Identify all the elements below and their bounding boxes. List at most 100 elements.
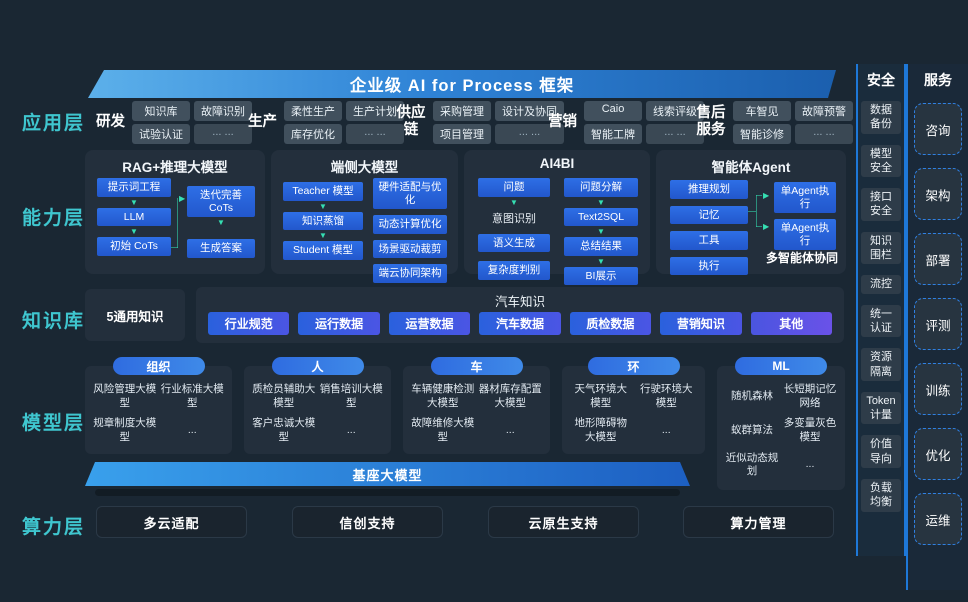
- foundation-banner-shadow: [95, 489, 680, 496]
- app-group-supply-chain: 供应链 采购管理 设计及协同 项目管理 ... ...: [396, 100, 564, 144]
- panel-title: 端侧大模型: [330, 160, 399, 175]
- app-chip-more: ... ...: [346, 123, 404, 144]
- security-item: 负载均衡: [861, 479, 901, 512]
- flow-button: 总结结果: [564, 237, 638, 256]
- edge-left-flow: Teacher 模型 ▼ 知识蒸馏 ▼ Student 模型: [283, 182, 363, 260]
- flow-button: Text2SQL: [564, 207, 638, 227]
- knowledge-general-box: 5通用知识: [85, 289, 185, 341]
- model-item: 规章制度大模型: [93, 417, 157, 443]
- connector-line: [756, 195, 757, 227]
- model-item: 长短期记忆网络: [783, 383, 837, 409]
- security-item: 统一认证: [861, 304, 901, 338]
- connector-line: [748, 211, 756, 212]
- compute-box-cloudnative: 云原生支持: [488, 506, 639, 538]
- component-button: 执行: [670, 256, 748, 276]
- app-chip: 线索评级: [646, 100, 704, 121]
- spacer: [187, 228, 255, 238]
- title-banner: 企业级 AI for Process 框架: [88, 70, 836, 98]
- app-chip: 设计及协同: [495, 100, 564, 121]
- model-pill-header: 环: [587, 357, 680, 375]
- arrow-right-icon: ▶: [763, 191, 770, 200]
- model-item-more: ...: [805, 458, 815, 471]
- arrow-right-icon: ▶: [763, 222, 770, 231]
- model-item-more: ...: [661, 424, 671, 437]
- knowledge-pill-row: 行业规范 运行数据 运营数据 汽车数据 质检数据 营销知识 其他: [208, 312, 832, 335]
- flow-button: 复杂度判别: [478, 261, 550, 280]
- security-column-label: 安全: [867, 72, 895, 88]
- model-panel-environment: 环 天气环境大模型 行驶环境大模型 地形障碍物大模型 ...: [562, 357, 705, 454]
- panel-title: RAG+推理大模型: [122, 160, 228, 175]
- flow-button: Teacher 模型: [283, 182, 363, 201]
- service-column: 服务 咨询 架构 部署 评测 训练 优化 运维: [906, 64, 968, 590]
- app-chip-grid: 车智见 故障预警 智能诊修 ... ...: [733, 100, 853, 144]
- model-grid: 随机森林 长短期记忆网络 蚁群算法 多变量灰色模型 近似动态规划 ...: [725, 383, 837, 479]
- model-panel-people: 人 质检员辅助大模型 销售培训大模型 客户忠诚大模型 ...: [244, 357, 391, 454]
- app-group-production: 生产 柔性生产 生产计划 库存优化 ... ...: [248, 100, 404, 144]
- app-chip-grid: Caio 线索评级 智能工牌 ... ...: [584, 100, 704, 144]
- security-item: Token计量: [861, 391, 901, 425]
- model-item: 故障维修大模型: [411, 417, 475, 443]
- feature-button: 端云协同架构: [373, 264, 447, 283]
- app-chip-more: ... ...: [646, 123, 704, 144]
- knowledge-pill: 营销知识: [660, 312, 742, 335]
- app-chip: 智能诊修: [733, 123, 791, 144]
- arrow-down-icon: ▼: [319, 231, 327, 241]
- component-button: 记忆: [670, 205, 748, 225]
- compute-box-management: 算力管理: [683, 506, 834, 538]
- service-item: 部署: [914, 233, 962, 285]
- capability-panel-ai4bi: AI4BI 问题 ▼ 意图识别 语义生成 复杂度判别 问题分解 ▼ Text2S…: [464, 150, 650, 286]
- flow-button: Student 模型: [283, 241, 363, 260]
- spacer: [478, 253, 550, 260]
- app-chip: Caio: [584, 100, 642, 121]
- component-button: 推理规划: [670, 180, 748, 199]
- security-item: 模型安全: [861, 144, 901, 178]
- app-group-label: 售后服务: [696, 105, 726, 138]
- model-item: 行驶环境大模型: [640, 383, 693, 409]
- rag-right-flow: 迭代完善CoTs ▼ 生成答案: [187, 186, 255, 258]
- model-item: 销售培训大模型: [319, 383, 383, 409]
- flow-button: 生成答案: [187, 239, 255, 258]
- arrow-down-icon: ▼: [597, 197, 605, 207]
- model-item-more: ...: [505, 424, 515, 437]
- flow-text: 意图识别: [492, 212, 536, 225]
- connector-line: [177, 198, 178, 248]
- knowledge-pill: 质检数据: [569, 312, 652, 335]
- security-item: 价值导向: [861, 435, 901, 469]
- knowledge-pill: 汽车数据: [479, 312, 561, 335]
- app-chip: 故障识别: [194, 100, 252, 121]
- service-item: 咨询: [914, 103, 962, 155]
- ai4bi-right-flow: 问题分解 ▼ Text2SQL ▼ 总结结果 ▼ BI展示: [564, 178, 638, 286]
- flow-button: 提示词工程: [97, 178, 171, 197]
- model-grid: 天气环境大模型 行驶环境大模型 地形障碍物大模型 ...: [570, 383, 697, 445]
- app-chip-more: ... ...: [495, 123, 564, 144]
- arrow-down-icon: ▼: [217, 218, 225, 228]
- app-chip-grid: 知识库 故障识别 试验认证 ... ...: [132, 100, 252, 144]
- flow-button: 问题分解: [564, 178, 638, 197]
- connector-line: [171, 247, 178, 248]
- component-button: 工具: [670, 231, 748, 250]
- security-item: 流控: [861, 275, 901, 294]
- edge-feature-list: 硬件适配与优化 动态计算优化 场景驱动裁剪 端云协同架构: [373, 178, 447, 283]
- rag-left-flow: 提示词工程 ▼ LLM ▼ 初始 CoTs: [97, 178, 171, 256]
- model-item: 天气环境大模型: [574, 383, 628, 409]
- model-panel-vehicle: 车 车辆健康检测大模型 器材库存配置大模型 故障维修大模型 ...: [403, 357, 550, 454]
- model-item: 地形障碍物大模型: [574, 417, 628, 443]
- ai4bi-left-flow: 问题 ▼ 意图识别 语义生成 复杂度判别: [478, 178, 550, 280]
- app-chip: 项目管理: [433, 123, 491, 144]
- knowledge-pill: 运行数据: [298, 312, 380, 335]
- compute-box-xinchuang: 信创支持: [292, 506, 443, 538]
- layer-label-capability: 能力层: [22, 208, 86, 229]
- app-chip: 试验认证: [132, 123, 190, 144]
- model-item: 多变量灰色模型: [783, 417, 837, 443]
- app-chip: 生产计划: [346, 100, 404, 121]
- flow-button: 初始 CoTs: [97, 237, 171, 256]
- flow-button: 语义生成: [478, 233, 550, 253]
- executor-button: 单Agent执行: [774, 219, 836, 251]
- service-item: 架构: [914, 168, 962, 220]
- model-panel-ml: ML 随机森林 长短期记忆网络 蚁群算法 多变量灰色模型 近似动态规划 ...: [717, 357, 845, 490]
- arrow-down-icon: ▼: [319, 201, 327, 211]
- security-item: 接口安全: [861, 188, 901, 221]
- app-group-label: 生产: [248, 113, 277, 130]
- capability-panel-rag: RAG+推理大模型 提示词工程 ▼ LLM ▼ 初始 CoTs 迭代完善CoTs…: [85, 150, 265, 274]
